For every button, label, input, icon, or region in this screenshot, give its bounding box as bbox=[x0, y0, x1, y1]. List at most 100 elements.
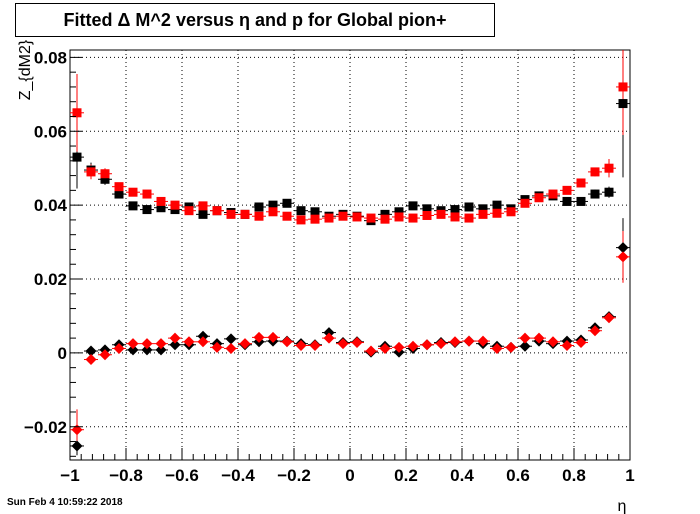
data-point-diamond bbox=[85, 345, 97, 357]
data-point-square bbox=[268, 207, 278, 217]
data-point-square bbox=[184, 206, 194, 216]
y-tick-label: 0 bbox=[58, 344, 67, 363]
data-point-square bbox=[534, 193, 544, 203]
data-point-diamond bbox=[127, 344, 139, 356]
data-point-square bbox=[464, 213, 474, 223]
data-point-square bbox=[296, 215, 306, 225]
data-point-square bbox=[100, 174, 110, 184]
data-point-square bbox=[198, 209, 208, 219]
data-point-square bbox=[72, 108, 82, 118]
data-point-diamond bbox=[309, 339, 321, 351]
data-point-diamond bbox=[225, 342, 237, 354]
data-point-diamond bbox=[617, 242, 629, 254]
data-point-square bbox=[604, 187, 614, 197]
data-point-square bbox=[408, 213, 418, 223]
data-point-square bbox=[576, 196, 586, 206]
x-tick-label: −1 bbox=[60, 466, 79, 485]
data-point-square bbox=[338, 211, 348, 221]
data-point-diamond bbox=[85, 354, 97, 366]
data-point-diamond bbox=[519, 340, 531, 352]
data-point-diamond bbox=[407, 340, 419, 352]
data-point-square bbox=[366, 213, 376, 223]
data-point-square bbox=[618, 99, 628, 109]
data-point-square bbox=[156, 203, 166, 213]
data-point-diamond bbox=[575, 337, 587, 349]
data-point-square bbox=[520, 198, 530, 208]
y-tick-label: 0.08 bbox=[34, 48, 67, 67]
data-point-square bbox=[114, 189, 124, 199]
chart-title: Fitted Δ M^2 versus η and p for Global p… bbox=[15, 3, 495, 37]
data-point-diamond bbox=[113, 342, 125, 354]
data-point-diamond bbox=[589, 325, 601, 337]
data-point-square bbox=[394, 212, 404, 222]
data-point-square bbox=[562, 185, 572, 195]
x-tick-label: 0.8 bbox=[562, 466, 586, 485]
data-point-square bbox=[282, 211, 292, 221]
data-point-diamond bbox=[239, 338, 251, 350]
data-point-diamond bbox=[169, 339, 181, 351]
data-point-square bbox=[170, 200, 180, 210]
data-point-square bbox=[394, 207, 404, 217]
data-point-diamond bbox=[393, 341, 405, 353]
data-point-diamond bbox=[71, 424, 83, 436]
data-point-diamond bbox=[197, 330, 209, 342]
data-point-diamond bbox=[99, 349, 111, 361]
data-point-square bbox=[254, 202, 264, 212]
x-tick-label: −0.2 bbox=[277, 466, 311, 485]
data-point-square bbox=[240, 209, 250, 219]
data-point-square bbox=[576, 178, 586, 188]
data-point-diamond bbox=[71, 440, 83, 452]
data-point-diamond bbox=[533, 332, 545, 344]
data-point-diamond bbox=[421, 339, 433, 351]
data-point-square bbox=[380, 214, 390, 224]
data-point-square bbox=[478, 204, 488, 214]
data-point-square bbox=[492, 208, 502, 218]
axis-ticks: −1 −0.8 −0.6 −0.4 −0.2 0 0.2 0.4 0.6 0.8 1 −0.02 0 0.… bbox=[24, 48, 635, 485]
data-point-square bbox=[436, 209, 446, 219]
data-point-diamond bbox=[351, 337, 363, 349]
data-point-diamond bbox=[449, 336, 461, 348]
data-point-square bbox=[72, 152, 82, 162]
data-point-diamond bbox=[281, 336, 293, 348]
data-point-diamond bbox=[267, 331, 279, 343]
x-tick-label: 0.6 bbox=[506, 466, 530, 485]
data-point-diamond bbox=[463, 335, 475, 347]
y-tick-label: 0.06 bbox=[34, 122, 67, 141]
data-point-diamond bbox=[337, 338, 349, 350]
x-tick-label: 1 bbox=[625, 466, 634, 485]
data-point-square bbox=[198, 201, 208, 211]
data-point-square bbox=[450, 205, 460, 215]
data-point-diamond bbox=[519, 332, 531, 344]
grid-lines bbox=[70, 50, 630, 460]
data-point-square bbox=[548, 189, 558, 199]
data-point-diamond bbox=[183, 336, 195, 348]
data-point-diamond bbox=[141, 338, 153, 350]
data-point-square bbox=[352, 212, 362, 222]
data-point-diamond bbox=[323, 327, 335, 339]
data-point-square bbox=[422, 204, 432, 214]
data-point-square bbox=[156, 196, 166, 206]
data-point-square bbox=[268, 200, 278, 210]
data-point-square bbox=[562, 196, 572, 206]
data-point-diamond bbox=[253, 331, 265, 343]
data-point-diamond bbox=[155, 338, 167, 350]
y-tick-label: 0.02 bbox=[34, 270, 67, 289]
data-point-diamond bbox=[169, 332, 181, 344]
timestamp-footer: Sun Feb 4 10:59:22 2018 bbox=[7, 497, 123, 508]
data-point-diamond bbox=[435, 338, 447, 350]
data-point-square bbox=[254, 211, 264, 221]
data-point-square bbox=[100, 169, 110, 179]
data-point-diamond bbox=[225, 333, 237, 345]
data-point-diamond bbox=[323, 332, 335, 344]
data-point-square bbox=[282, 198, 292, 208]
x-tick-label: −0.4 bbox=[221, 466, 255, 485]
data-point-square bbox=[296, 206, 306, 216]
data-point-square bbox=[310, 214, 320, 224]
data-point-square bbox=[324, 213, 334, 223]
data-point-diamond bbox=[197, 336, 209, 348]
data-point-diamond bbox=[561, 339, 573, 351]
data-point-square bbox=[128, 187, 138, 197]
y-tick-label: −0.02 bbox=[24, 418, 67, 437]
x-tick-label: −0.6 bbox=[165, 466, 199, 485]
